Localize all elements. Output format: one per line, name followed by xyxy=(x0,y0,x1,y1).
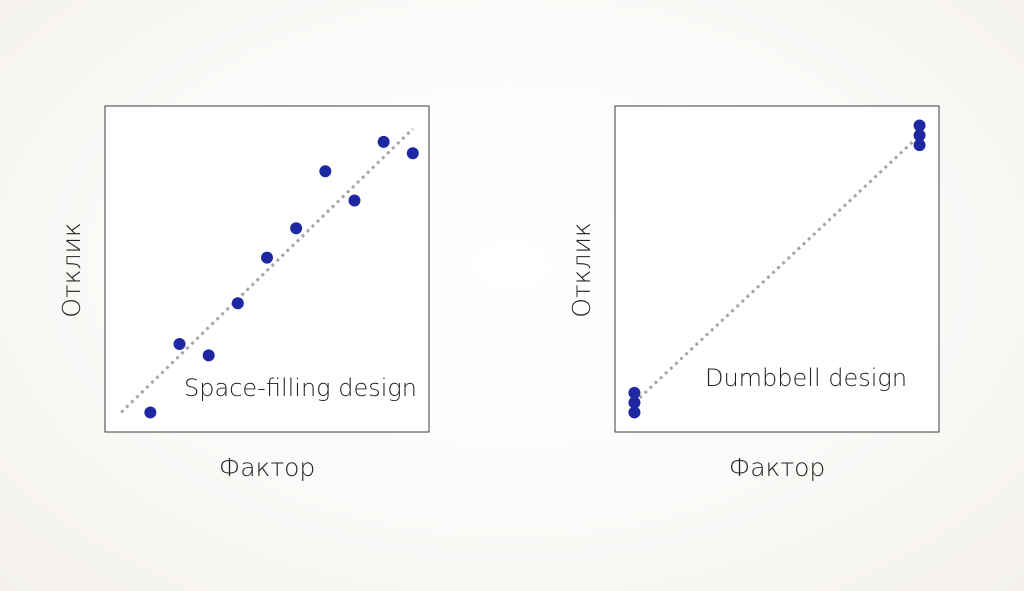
points-group xyxy=(144,135,419,419)
data-point-3 xyxy=(628,386,641,399)
design-annotation: Space-filling design xyxy=(184,374,417,402)
fit-line xyxy=(120,127,414,414)
data-point-9 xyxy=(377,135,390,148)
design-annotation: Dumbbell design xyxy=(705,364,907,392)
data-point-4 xyxy=(913,139,926,152)
y-axis-label: Отклик xyxy=(567,222,596,318)
data-point-1 xyxy=(628,406,641,419)
points-group xyxy=(628,119,926,419)
data-point-8 xyxy=(348,194,361,207)
data-point-3 xyxy=(202,349,215,362)
fit-line xyxy=(633,134,921,404)
space-filling-panel: Space-filling design Фактор Отклик xyxy=(57,105,430,482)
data-point-7 xyxy=(319,165,332,178)
data-point-5 xyxy=(913,129,926,142)
plot-frame xyxy=(614,105,940,433)
data-point-10 xyxy=(406,147,419,160)
data-point-6 xyxy=(290,222,303,235)
y-axis-label: Отклик xyxy=(57,222,86,318)
dumbbell-panel: Dumbbell design Фактор Отклик xyxy=(567,105,940,482)
data-point-5 xyxy=(261,251,273,264)
data-point-6 xyxy=(913,119,926,132)
x-axis-label: Фактор xyxy=(729,453,826,482)
data-point-2 xyxy=(628,396,641,409)
data-point-4 xyxy=(231,297,244,310)
x-axis-label: Фактор xyxy=(219,453,316,482)
data-point-2 xyxy=(173,337,186,350)
data-point-1 xyxy=(144,406,157,419)
